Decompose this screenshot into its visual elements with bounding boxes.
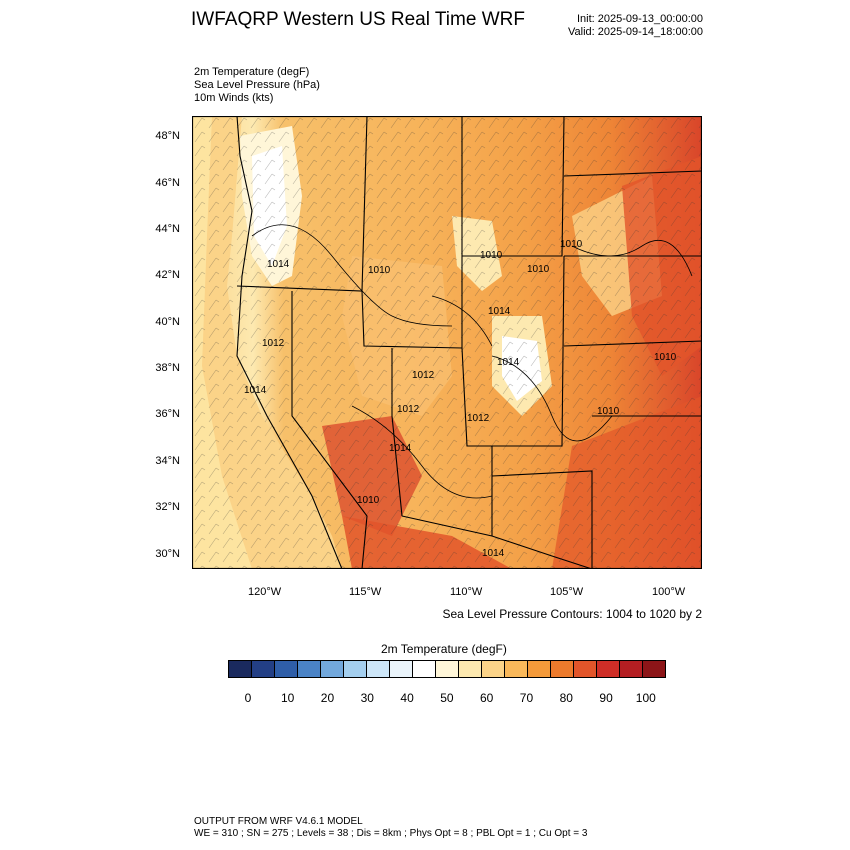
- lat-label: 30°N: [155, 548, 180, 560]
- init-time: Init: 2025-09-13_00:00:00: [577, 13, 703, 25]
- lat-label: 44°N: [155, 223, 180, 235]
- colorbar-swatch: [275, 661, 298, 677]
- pressure-label: 1010: [654, 352, 677, 363]
- pressure-label: 1014: [267, 259, 290, 270]
- lon-label: 110°W: [450, 586, 483, 598]
- valid-time: Valid: 2025-09-14_18:00:00: [568, 26, 703, 38]
- colorbar-tick-label: 20: [320, 691, 335, 705]
- colorbar-tick-label: 10: [281, 691, 295, 705]
- lon-label: 120°W: [248, 586, 282, 598]
- colorbar-swatch: [252, 661, 275, 677]
- colorbar-swatch: [574, 661, 597, 677]
- contour-note: Sea Level Pressure Contours: 1004 to 102…: [442, 607, 703, 621]
- lat-label: 38°N: [155, 362, 180, 374]
- colorbar-tick-label: 60: [480, 691, 494, 705]
- colorbar-tick-label: 50: [440, 691, 454, 705]
- pressure-label: 1012: [397, 404, 420, 415]
- colorbar-tick-label: 30: [360, 691, 374, 705]
- colorbar-swatch: [551, 661, 574, 677]
- lon-label: 100°W: [652, 586, 686, 598]
- lat-label: 32°N: [155, 501, 180, 513]
- colorbar-swatch: [229, 661, 252, 677]
- colorbar-swatch: [643, 661, 665, 677]
- pressure-label: 1012: [412, 370, 435, 381]
- colorbar-swatch: [367, 661, 390, 677]
- colorbar-swatch: [482, 661, 505, 677]
- lat-label: 46°N: [155, 177, 180, 189]
- lat-label: 40°N: [155, 316, 180, 328]
- pressure-label: 1010: [597, 406, 620, 417]
- page-title: IWFAQRP Western US Real Time WRF: [191, 9, 525, 30]
- pressure-label: 1012: [262, 338, 285, 349]
- colorbar-tick-label: 80: [559, 691, 573, 705]
- colorbar-swatch: [459, 661, 482, 677]
- pressure-label: 1014: [482, 548, 505, 559]
- colorbar-tick-label: 0: [244, 691, 252, 705]
- pressure-label: 1014: [389, 443, 412, 454]
- temperature-map: 1014 1010 1012 1010 1010 1010 1014 1014 …: [192, 116, 702, 569]
- colorbar-tick-label: 100: [635, 691, 656, 705]
- colorbar-swatch: [505, 661, 528, 677]
- lat-label: 42°N: [155, 269, 180, 281]
- pressure-label: 1012: [467, 413, 490, 424]
- lat-label: 48°N: [155, 130, 180, 142]
- colorbar-swatch: [528, 661, 551, 677]
- field-label-temperature: 2m Temperature (degF): [194, 66, 310, 78]
- pressure-label: 1010: [480, 250, 503, 261]
- colorbar-swatch: [597, 661, 620, 677]
- colorbar-swatch: [344, 661, 367, 677]
- pressure-label: 1014: [244, 385, 267, 396]
- temperature-colorbar: [228, 660, 666, 678]
- pressure-label: 1010: [368, 265, 391, 276]
- model-info: OUTPUT FROM WRF V4.6.1 MODEL: [194, 816, 363, 827]
- pressure-label: 1014: [488, 306, 511, 317]
- field-label-pressure: Sea Level Pressure (hPa): [194, 79, 320, 91]
- colorbar-tick-label: 70: [519, 691, 534, 705]
- colorbar-swatch: [298, 661, 321, 677]
- lon-label: 105°W: [550, 586, 584, 598]
- lat-label: 36°N: [155, 408, 180, 420]
- colorbar-swatch: [390, 661, 413, 677]
- colorbar-title: 2m Temperature (degF): [381, 642, 507, 656]
- colorbar-swatch: [321, 661, 344, 677]
- pressure-label: 1010: [560, 239, 583, 250]
- pressure-label: 1010: [527, 264, 550, 275]
- pressure-label: 1014: [497, 357, 520, 368]
- lat-label: 34°N: [155, 455, 180, 467]
- lon-label: 115°W: [349, 586, 382, 598]
- colorbar-tick-label: 40: [400, 691, 414, 705]
- colorbar-swatch: [436, 661, 459, 677]
- model-config: WE = 310 ; SN = 275 ; Levels = 38 ; Dis …: [194, 828, 588, 839]
- colorbar-swatch: [413, 661, 436, 677]
- pressure-label: 1010: [357, 495, 380, 506]
- colorbar-swatch: [620, 661, 643, 677]
- field-label-winds: 10m Winds (kts): [194, 92, 274, 104]
- colorbar-tick-label: 90: [599, 691, 613, 705]
